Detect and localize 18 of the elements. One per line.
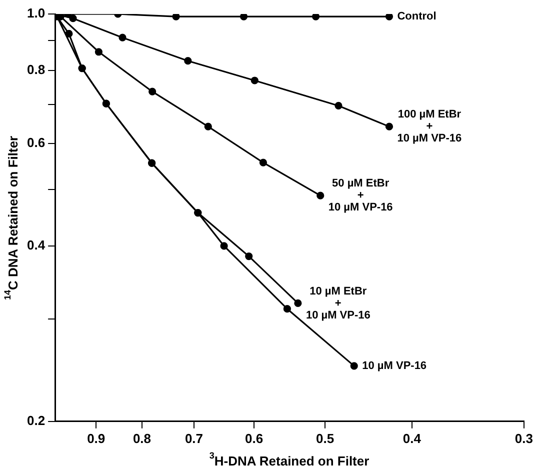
x-tick-label: 0.5 (316, 430, 334, 446)
y-tick-label: 0.2 (26, 412, 46, 428)
y-tick-label: 1.0 (26, 6, 46, 21)
y-tick-label: 0.8 (26, 62, 46, 78)
y-tick-label: 0.6 (26, 134, 46, 150)
x-tick-label: 0.9 (87, 430, 106, 446)
x-tick-label: 0.4 (402, 430, 422, 446)
x-tick-label: 0.3 (514, 430, 534, 446)
y-tick-label: 0.4 (26, 238, 46, 253)
series-label: 10 µM VP-16 (362, 360, 427, 372)
series-label: 100 µM EtBr + 10 µM VP-16 (397, 108, 462, 145)
series-label: Control (397, 10, 436, 23)
series-label: 50 µM EtBr + 10 µM VP-16 (328, 178, 393, 214)
y-axis-title: 14C DNA Retained on Filter (2, 136, 21, 300)
x-tick-label: 0.7 (184, 430, 204, 446)
x-tick-label: 0.6 (244, 430, 264, 446)
x-tick-label: 0.8 (132, 430, 152, 446)
series-label: 10 µM EtBr + 10 µM VP-16 (306, 285, 370, 322)
